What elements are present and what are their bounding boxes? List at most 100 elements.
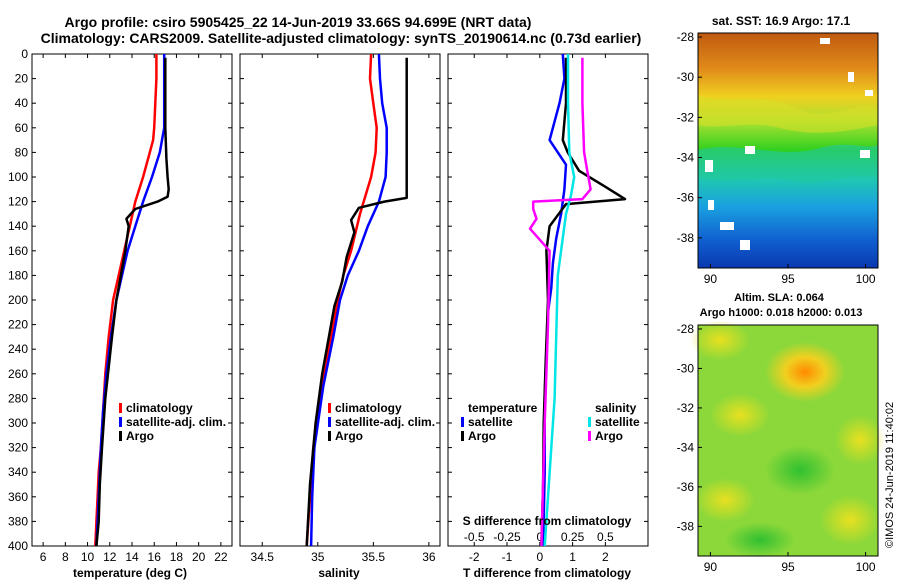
series-line-argo (95, 57, 170, 547)
series-line-satellite-adj-clim- (309, 53, 388, 547)
legend-swatch-satellite (328, 417, 331, 427)
x-tick-label: 34.5 (251, 550, 275, 564)
depth-tick-label: 200 (8, 293, 28, 307)
legend-swatch-climatology (119, 403, 122, 413)
map-x-tick-label: 100 (856, 560, 876, 574)
map-y-tick-label: -32 (677, 110, 695, 124)
depth-tick-label: 260 (8, 367, 28, 381)
x-tick-label: 1 (569, 550, 576, 564)
legend-label-climatology: climatology (126, 401, 193, 415)
temperature-x-ticks: 6 8 10 12 14 16 18 20 22 (40, 54, 228, 564)
salinity-x-ticks: 34.5 35 35.5 36 (251, 54, 436, 564)
map-y-tick-label: -34 (677, 151, 695, 165)
sst-warm-tongue (698, 95, 878, 133)
map-y-tick-label: -38 (677, 231, 695, 245)
imos-watermark: ©IMOS 24-Jun-2019 11:40:02 (884, 402, 896, 548)
temperature-legend: climatology satellite-adj. clim. Argo (119, 401, 226, 443)
salinity-xlabel: salinity (318, 566, 360, 580)
x-tick-label: 36 (422, 550, 436, 564)
x-tick-label: 0.25 (561, 530, 585, 544)
map-x-tick-label: 95 (781, 272, 795, 286)
depth-tick-label: 300 (8, 416, 28, 430)
series-line-s-argo (528, 57, 592, 547)
x-tick-label: 2 (602, 550, 609, 564)
difference-legend-temperature: temperature satellite Argo (461, 401, 538, 443)
x-tick-label: 10 (81, 550, 95, 564)
depth-tick-label: 160 (8, 244, 28, 258)
sst-cold-front (698, 144, 878, 183)
difference-top-title: S difference from climatology (463, 514, 632, 528)
salinity-legend: climatology satellite-adj. clim. Argo (328, 401, 435, 443)
sla-title: Altim. SLA: 0.064 (734, 292, 825, 304)
sla-blob (710, 393, 770, 437)
legend-swatch-s-argo (588, 431, 591, 441)
x-tick-label: 14 (125, 550, 139, 564)
depth-tick-label: 0 (21, 47, 28, 61)
x-tick-label: 6 (40, 550, 47, 564)
depth-tick-label: 400 (8, 539, 28, 553)
x-tick-label: -2 (469, 550, 480, 564)
sst-ticks: 90 95 100 -28 -30 -32 -34 -36 -38 (677, 30, 876, 286)
legend-swatch-argo (119, 431, 122, 441)
depth-tick-label: 180 (8, 268, 28, 282)
x-tick-label: -1 (502, 550, 513, 564)
title-line-1: Argo profile: csiro 5905425_22 14-Jun-20… (65, 14, 532, 30)
legend-swatch-t-argo (461, 431, 464, 441)
map-y-tick-label: -28 (677, 322, 695, 336)
sst-gap (860, 150, 870, 158)
legend-swatch-satellite (119, 417, 122, 427)
map-y-tick-label: -32 (677, 401, 695, 415)
x-tick-label: 0.5 (597, 530, 614, 544)
sst-gap (865, 90, 873, 96)
x-tick-label: -0.5 (464, 530, 485, 544)
legend-label-satellite: satellite-adj. clim. (335, 415, 435, 429)
depth-tick-label: 80 (15, 145, 29, 159)
x-tick-label: 18 (170, 550, 184, 564)
depth-tick-label: 220 (8, 318, 28, 332)
depth-tick-label: 320 (8, 441, 28, 455)
sst-gap (848, 72, 854, 82)
depth-tick-labels: 0 20 40 60 80 100 120 140 160 180 200 220 240 260 280 3… (8, 47, 648, 553)
legend-label-climatology: climatology (335, 401, 402, 415)
sla-blob (725, 522, 795, 558)
sla-ticks: 90 95 100 -28 -30 -32 -34 -36 -38 (677, 322, 876, 574)
x-tick-label: 0 (536, 550, 543, 564)
sst-gap (705, 160, 713, 172)
legend-label-t-argo: Argo (468, 429, 496, 443)
map-x-tick-label: 90 (704, 272, 718, 286)
x-tick-label: 35 (311, 550, 325, 564)
depth-tick-label: 20 (15, 72, 29, 86)
depth-tick-label: 280 (8, 391, 28, 405)
sla-blob (835, 415, 885, 465)
legend-swatch-t-satellite (461, 417, 464, 427)
sla-blob (765, 342, 845, 402)
sla-blob (820, 495, 880, 545)
x-tick-label: 35.5 (362, 550, 386, 564)
depth-tick-label: 60 (15, 121, 29, 135)
x-tick-label: 16 (148, 550, 162, 564)
legend-label-argo: Argo (335, 429, 363, 443)
x-tick-label: 8 (62, 550, 69, 564)
difference-legend-salinity: salinity satellite Argo (588, 401, 640, 443)
sst-map (697, 32, 879, 269)
depth-tick-label: 120 (8, 195, 28, 209)
legend-label-t-satellite: satellite (468, 415, 513, 429)
map-y-tick-label: -30 (677, 361, 695, 375)
x-tick-label: 0 (536, 530, 543, 544)
x-tick-label: 20 (192, 550, 206, 564)
depth-tick-label: 240 (8, 342, 28, 356)
map-x-tick-label: 90 (704, 560, 718, 574)
map-y-tick-label: -36 (677, 191, 695, 205)
legend-swatch-climatology (328, 403, 331, 413)
map-x-tick-label: 100 (856, 272, 876, 286)
legend-label-satellite: satellite-adj. clim. (126, 415, 226, 429)
sla-blob (765, 445, 835, 495)
depth-tick-label: 360 (8, 490, 28, 504)
temperature-xlabel: temperature (deg C) (73, 566, 187, 580)
sla-map (690, 320, 885, 558)
legend-swatch-s-satellite (588, 417, 591, 427)
legend-label-argo: Argo (126, 429, 154, 443)
depth-tick-label: 40 (15, 96, 29, 110)
sst-gap (708, 200, 714, 210)
